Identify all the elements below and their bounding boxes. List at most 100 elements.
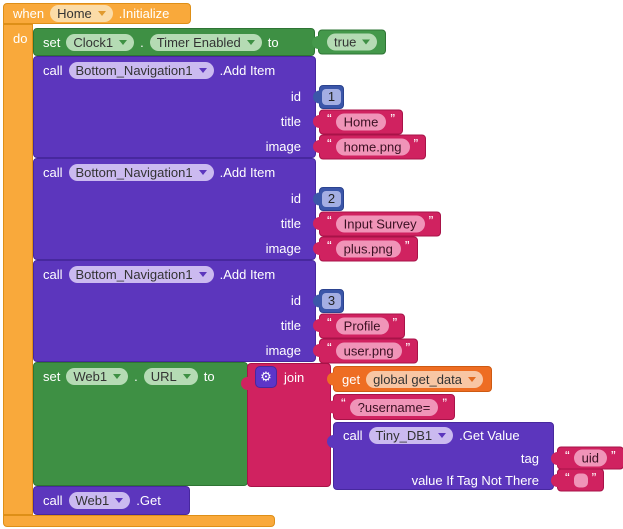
clock-component-dropdown[interactable]: Clock1: [66, 33, 135, 51]
text-block[interactable]: Home: [313, 109, 404, 134]
connector-tab: [312, 35, 320, 49]
screen-dropdown-value: Home: [57, 6, 92, 21]
text-field[interactable]: home.png: [335, 138, 410, 155]
call-keyword: call: [43, 267, 63, 282]
text-field[interactable]: Input Survey: [335, 215, 425, 232]
chevron-down-icon: [198, 170, 207, 175]
text-block[interactable]: Profile: [313, 313, 406, 338]
text-block[interactable]: user.png: [313, 338, 419, 363]
text-field[interactable]: Profile: [335, 317, 389, 334]
component-dropdown-value: Bottom_Navigation1: [75, 267, 193, 282]
mutator-gear-icon[interactable]: [255, 366, 277, 388]
close-quote: [405, 240, 410, 250]
number-field[interactable]: 2: [322, 190, 341, 207]
add-item-block-3[interactable]: call Bottom_Navigation1 .Add Item id 3 t…: [33, 260, 419, 363]
set-clock-timer-block[interactable]: set Clock1 . Timer Enabled to true: [33, 28, 387, 56]
number-block[interactable]: 3: [313, 288, 344, 313]
connector-tab: [313, 192, 321, 205]
close-quote: [442, 398, 447, 408]
connector-tab: [551, 473, 559, 487]
value-if-tag-not-there-label: value If Tag Not There: [411, 472, 539, 488]
dot-label: .: [134, 369, 138, 384]
chevron-down-icon: [115, 498, 124, 503]
close-quote: [393, 317, 398, 327]
true-logic-block[interactable]: true: [312, 29, 387, 55]
text-field[interactable]: uid: [573, 449, 608, 467]
web-component-dropdown[interactable]: Web1: [68, 492, 131, 509]
text-block[interactable]: ?username=: [327, 394, 455, 420]
timer-enabled-property-dropdown[interactable]: Timer Enabled: [149, 33, 262, 51]
chevron-down-icon: [246, 39, 255, 45]
event-name-label: .Initialize: [118, 6, 170, 21]
screen-dropdown[interactable]: Home: [50, 5, 113, 22]
call-keyword: call: [343, 427, 363, 443]
text-field[interactable]: [573, 473, 588, 487]
event-do-column[interactable]: do: [3, 24, 33, 515]
connector-tab: [313, 115, 321, 128]
id-param-label: id: [290, 191, 301, 206]
get-variable-block[interactable]: get global get_data: [327, 366, 492, 392]
set-keyword: set: [43, 369, 61, 384]
get-keyword: get: [342, 371, 361, 387]
method-label: .Get Value: [459, 427, 520, 443]
id-param-label: id: [290, 89, 301, 104]
number-block[interactable]: 1: [313, 84, 344, 109]
empty-text-block[interactable]: [551, 468, 605, 492]
number-field[interactable]: 1: [322, 88, 341, 105]
image-param-label: image: [265, 241, 301, 256]
open-quote: [565, 451, 570, 461]
connector-tab: [327, 372, 335, 386]
bottom-navigation-dropdown[interactable]: Bottom_Navigation1: [68, 266, 214, 283]
connector-tab: [313, 319, 321, 332]
web-dropdown-value: Web1: [73, 369, 108, 384]
join-args: get global get_data ?username=: [327, 366, 623, 492]
open-quote: [327, 240, 332, 250]
chevron-down-icon: [198, 68, 207, 73]
property-dropdown-value: URL: [150, 369, 177, 384]
text-field[interactable]: plus.png: [335, 240, 401, 257]
join-block[interactable]: join get global get_data: [241, 363, 623, 492]
text-field[interactable]: Home: [335, 113, 387, 130]
true-dropdown[interactable]: true: [327, 33, 378, 51]
chevron-down-icon: [438, 432, 447, 438]
call-keyword: call: [43, 63, 63, 78]
image-param-label: image: [265, 343, 301, 358]
number-field[interactable]: 3: [322, 292, 341, 309]
text-field[interactable]: user.png: [335, 342, 402, 359]
text-block[interactable]: home.png: [313, 134, 427, 159]
text-block[interactable]: plus.png: [313, 236, 418, 261]
set-keyword: set: [43, 34, 61, 50]
close-quote: [414, 138, 419, 148]
variable-dropdown-value: global get_data: [373, 371, 462, 387]
event-footer-bar: [3, 515, 275, 527]
do-label: do: [13, 31, 28, 46]
set-web-url-block[interactable]: set Web1 . URL to join: [33, 362, 623, 492]
bottom-navigation-dropdown[interactable]: Bottom_Navigation1: [68, 62, 214, 79]
tinydb-get-value-block[interactable]: call Tiny_DB1 .Get Value tag: [327, 422, 623, 492]
url-property-dropdown[interactable]: URL: [143, 368, 198, 385]
add-item-block-1[interactable]: call Bottom_Navigation1 .Add Item id 1 t…: [33, 56, 427, 159]
text-field[interactable]: ?username=: [349, 398, 439, 416]
close-quote: [406, 342, 411, 352]
image-param-label: image: [265, 139, 301, 154]
title-param-label: title: [280, 216, 301, 231]
connector-tab: [313, 140, 321, 153]
tag-param-label: tag: [520, 450, 539, 466]
open-quote: [327, 215, 332, 225]
call-web-get-block[interactable]: call Web1 .Get: [33, 486, 190, 515]
tinydb-component-dropdown[interactable]: Tiny_DB1: [368, 426, 454, 444]
variable-dropdown[interactable]: global get_data: [366, 370, 483, 388]
number-block[interactable]: 2: [313, 186, 344, 211]
close-quote: [390, 113, 395, 123]
add-item-block-2[interactable]: call Bottom_Navigation1 .Add Item id 2 t…: [33, 158, 442, 261]
when-event-block[interactable]: when Home .Initialize: [3, 3, 191, 24]
connector-tab: [313, 90, 321, 103]
text-block[interactable]: uid: [551, 446, 623, 470]
bottom-navigation-dropdown[interactable]: Bottom_Navigation1: [68, 164, 214, 181]
text-block[interactable]: Input Survey: [313, 211, 442, 236]
web-component-dropdown[interactable]: Web1: [66, 368, 129, 385]
to-label: to: [203, 369, 215, 384]
close-quote: [611, 451, 616, 461]
call-keyword: call: [43, 165, 63, 180]
